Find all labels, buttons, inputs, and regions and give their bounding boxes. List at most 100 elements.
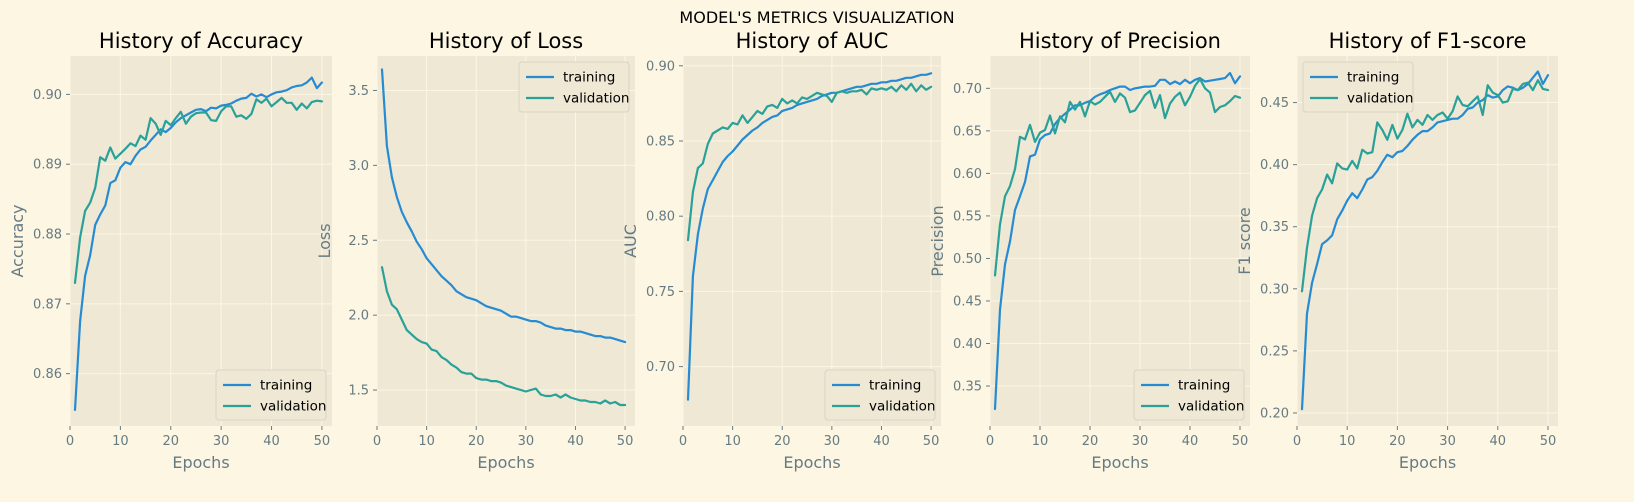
subplot-title: History of Accuracy (99, 29, 303, 53)
legend-label-training: training (563, 70, 615, 86)
x-tick-label: 30 (1439, 434, 1456, 449)
subplot-4: 0 10 20 30 40 50 0.35 0.40 0.45 0.50 0.55 0.60 0.65 0… (928, 29, 1250, 472)
x-tick-label: 0 (679, 434, 687, 449)
x-tick-label: 20 (1082, 434, 1099, 449)
y-tick-label: 0.40 (953, 337, 982, 352)
x-tick-label: 50 (1232, 434, 1249, 449)
y-tick-label: 0.35 (953, 380, 982, 395)
y-tick-label: 3.0 (348, 159, 369, 174)
legend-label-training: training (869, 378, 921, 394)
subplot-title: History of Precision (1019, 29, 1221, 53)
subplot-1: 0 10 20 30 40 50 0.86 0.87 0.88 0.89 0.90 History o… (8, 29, 332, 472)
axes-background (70, 56, 332, 426)
legend-frame (215, 369, 327, 421)
x-tick-label: 40 (567, 434, 584, 449)
axes-background (683, 56, 941, 426)
series-line-validation (380, 266, 627, 407)
x-tick-label: 50 (923, 434, 940, 449)
y-tick-label: 0.70 (646, 360, 675, 375)
y-tick-label: 0.90 (646, 59, 675, 74)
legend-label-validation: validation (869, 399, 935, 415)
x-tick-label: 40 (263, 434, 280, 449)
y-tick-label: 3.5 (348, 84, 369, 99)
series-line-validation (686, 82, 933, 242)
subplot-3: 0 10 20 30 40 50 0.70 0.75 0.80 0.85 0.90 History o… (621, 29, 941, 472)
subplot-5: 0 10 20 30 40 50 0.20 0.25 0.30 0.35 0.40 0.45 Histo… (1235, 29, 1558, 472)
subplot-title: History of AUC (736, 29, 889, 53)
y-axis-label: AUC (621, 224, 640, 258)
x-tick-label: 10 (418, 434, 435, 449)
x-tick-label: 0 (1293, 434, 1301, 449)
x-tick-label: 10 (112, 434, 129, 449)
y-axis-label: F1 score (1235, 207, 1254, 274)
legend: training validation (518, 61, 630, 113)
legend-label-validation: validation (1347, 91, 1413, 107)
y-tick-label: 0.25 (1260, 344, 1289, 359)
legend: training validation (824, 369, 936, 421)
x-tick-label: 30 (518, 434, 535, 449)
legend-label-validation: validation (563, 91, 629, 107)
x-tick-label: 20 (1389, 434, 1406, 449)
x-tick-label: 40 (873, 434, 890, 449)
x-tick-label: 40 (1182, 434, 1199, 449)
legend-label-validation: validation (260, 399, 326, 415)
y-tick-label: 1.5 (348, 384, 369, 399)
legend-frame (824, 369, 936, 421)
legend-label-training: training (260, 378, 312, 394)
axes-background (1297, 56, 1558, 426)
x-tick-label: 0 (986, 434, 994, 449)
series-line-training (686, 72, 933, 401)
y-tick-label: 0.60 (953, 167, 982, 182)
y-axis-label: Loss (315, 223, 334, 258)
x-tick-label: 10 (1032, 434, 1049, 449)
y-axis-label: Precision (928, 205, 947, 276)
subplot-title: History of Loss (429, 29, 583, 53)
y-tick-label: 0.45 (953, 294, 982, 309)
x-tick-label: 20 (162, 434, 179, 449)
legend-frame (1133, 369, 1245, 421)
figure-suptitle: MODEL'S METRICS VISUALIZATION (679, 8, 955, 27)
y-tick-label: 0.87 (33, 297, 62, 312)
legend-frame (1302, 61, 1414, 113)
axes-background (990, 56, 1250, 426)
y-tick-label: 0.35 (1260, 220, 1289, 235)
x-tick-label: 0 (373, 434, 381, 449)
y-tick-label: 0.85 (646, 134, 675, 149)
y-tick-label: 0.80 (646, 210, 675, 225)
y-tick-label: 0.88 (33, 228, 62, 243)
x-tick-label: 50 (1540, 434, 1557, 449)
legend-label-training: training (1347, 70, 1399, 86)
y-tick-label: 0.50 (953, 252, 982, 267)
y-tick-label: 0.75 (646, 285, 675, 300)
y-tick-label: 0.86 (33, 367, 62, 382)
x-tick-label: 30 (824, 434, 841, 449)
x-tick-label: 30 (1132, 434, 1149, 449)
x-tick-label: 20 (468, 434, 485, 449)
y-tick-label: 0.70 (953, 82, 982, 97)
series-line-validation (993, 77, 1242, 277)
legend: training validation (1133, 369, 1245, 421)
series-line-training (1300, 70, 1550, 411)
y-tick-label: 2.0 (348, 309, 369, 324)
legend: training validation (1302, 61, 1414, 113)
x-tick-label: 40 (1489, 434, 1506, 449)
y-tick-label: 0.55 (953, 209, 982, 224)
series-line-validation (73, 96, 323, 284)
y-tick-label: 2.5 (348, 234, 369, 249)
y-tick-label: 0.89 (33, 158, 62, 173)
x-axis-label: Epochs (477, 453, 534, 472)
x-axis-label: Epochs (1091, 453, 1148, 472)
y-tick-label: 0.45 (1260, 96, 1289, 111)
y-tick-label: 0.65 (953, 124, 982, 139)
subplot-2: 0 10 20 30 40 50 1.5 2.0 2.5 3.0 3.5 History of Los… (315, 29, 635, 472)
y-axis-label: Accuracy (8, 204, 27, 277)
x-axis-label: Epochs (1399, 453, 1456, 472)
x-tick-label: 20 (774, 434, 791, 449)
legend-label-validation: validation (1178, 399, 1244, 415)
x-axis-label: Epochs (783, 453, 840, 472)
y-tick-label: 0.30 (1260, 282, 1289, 297)
x-tick-label: 30 (213, 434, 230, 449)
x-axis-label: Epochs (172, 453, 229, 472)
